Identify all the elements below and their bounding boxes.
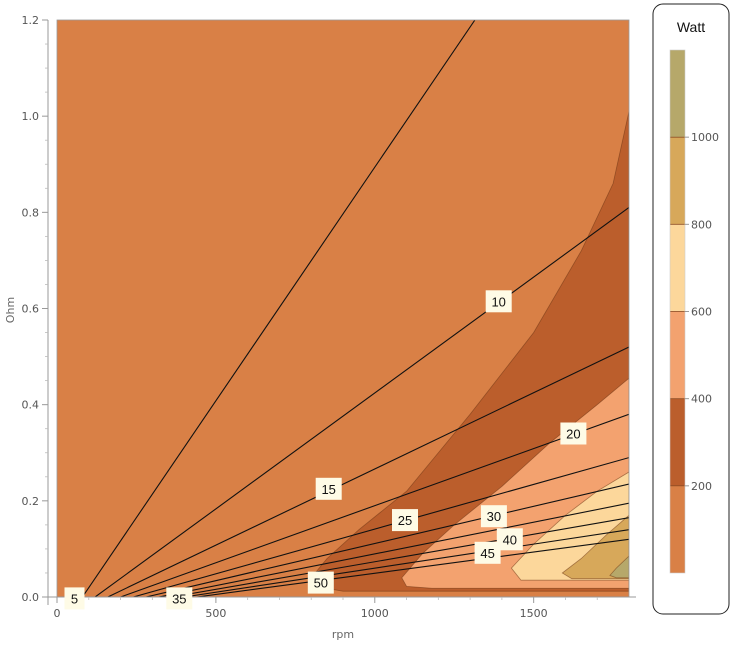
- y-tick-label: 1.2: [22, 14, 40, 27]
- label-text: 25: [398, 513, 412, 528]
- legend-color-bar: [669, 49, 686, 574]
- legend-tick-label: 1000: [691, 131, 719, 144]
- legend-tick-label: 400: [691, 393, 712, 406]
- label-box: [392, 509, 418, 532]
- current-line-labels: 5 10 15 20 25 30 35 40 45 50: [64, 290, 587, 610]
- x-axis-title: rpm: [332, 628, 354, 641]
- label-text: 20: [566, 427, 580, 442]
- plot-area: [56, 19, 630, 598]
- y-tick-label: 0.2: [22, 495, 40, 508]
- y-tick-label: 1.0: [22, 110, 40, 123]
- x-tick-label: 0: [54, 607, 61, 620]
- y-ticks: 0.0 0.2 0.4 0.6 0.8 1.0 1.2: [22, 14, 48, 604]
- label-text: 15: [321, 482, 335, 497]
- label-box: [315, 477, 342, 500]
- current-line-label-20: 20: [560, 422, 587, 445]
- current-line-label-15: 15: [315, 477, 342, 500]
- label-box: [64, 587, 85, 610]
- power-band-800-1000: [561, 514, 629, 580]
- legend-band-400: [670, 311, 685, 399]
- label-box: [166, 587, 193, 610]
- y-tick-label: 0.4: [22, 399, 40, 412]
- legend-band-1000: [670, 50, 685, 138]
- current-line-label-5: 5: [64, 587, 85, 610]
- current-line-20: [120, 413, 629, 597]
- legend-tick-label: 800: [691, 218, 712, 231]
- label-box: [474, 541, 501, 564]
- current-line-40: [171, 517, 629, 597]
- current-lines: [81, 20, 629, 597]
- label-box: [485, 290, 512, 313]
- current-line-label-40: 40: [496, 528, 523, 551]
- label-text: 35: [172, 591, 186, 606]
- x-tick-label: 500: [205, 607, 226, 620]
- legend-band-800: [670, 137, 685, 225]
- label-text: 5: [71, 591, 78, 606]
- label-text: 30: [487, 509, 501, 524]
- legend-band-600: [670, 224, 685, 312]
- current-line-10: [94, 207, 629, 597]
- x-tick-label: 1000: [361, 607, 389, 620]
- legend-band-200: [670, 398, 685, 486]
- current-line-15: [107, 346, 629, 597]
- label-text: 45: [480, 546, 494, 561]
- label-box: [560, 422, 587, 445]
- legend-tick-label: 600: [691, 306, 712, 319]
- current-line-35: [158, 502, 629, 597]
- power-band-1000-plus: [609, 555, 629, 579]
- y-tick-label: 0.0: [22, 591, 40, 604]
- axes: 0 500 1000 1500 0.0 0.2 0.4 0.6 0.8 1.0 1.2 rpm O…: [4, 14, 636, 641]
- legend-tick-label: 200: [691, 480, 712, 493]
- x-tick-label: 1500: [520, 607, 548, 620]
- label-text: 50: [314, 576, 328, 591]
- current-line-45: [184, 529, 629, 597]
- label-box: [307, 571, 334, 594]
- legend-band-0: [670, 485, 685, 573]
- current-line-label-10: 10: [485, 290, 512, 313]
- y-axis-title: Ohm: [4, 297, 17, 323]
- label-box: [496, 528, 523, 551]
- label-box: [480, 505, 507, 528]
- current-line-30: [145, 483, 629, 597]
- current-line-label-30: 30: [480, 505, 507, 528]
- current-line-label-50: 50: [307, 571, 334, 594]
- y-tick-label: 0.8: [22, 206, 40, 219]
- label-text: 40: [503, 532, 517, 547]
- legend: Watt 200 400 600 800 1000: [652, 3, 730, 615]
- current-line-label-35: 35: [166, 587, 193, 610]
- legend-title: Watt: [677, 19, 705, 35]
- current-line-50: [196, 538, 629, 597]
- legend-ticks: 200 400 600 800 1000: [685, 131, 719, 493]
- current-line-label-45: 45: [474, 541, 501, 564]
- x-ticks: 0 500 1000 1500: [54, 597, 598, 620]
- current-line-25: [133, 457, 629, 597]
- current-line-5: [81, 20, 476, 597]
- label-text: 10: [491, 294, 505, 309]
- y-tick-label: 0.6: [22, 303, 40, 316]
- current-line-label-25: 25: [392, 509, 418, 532]
